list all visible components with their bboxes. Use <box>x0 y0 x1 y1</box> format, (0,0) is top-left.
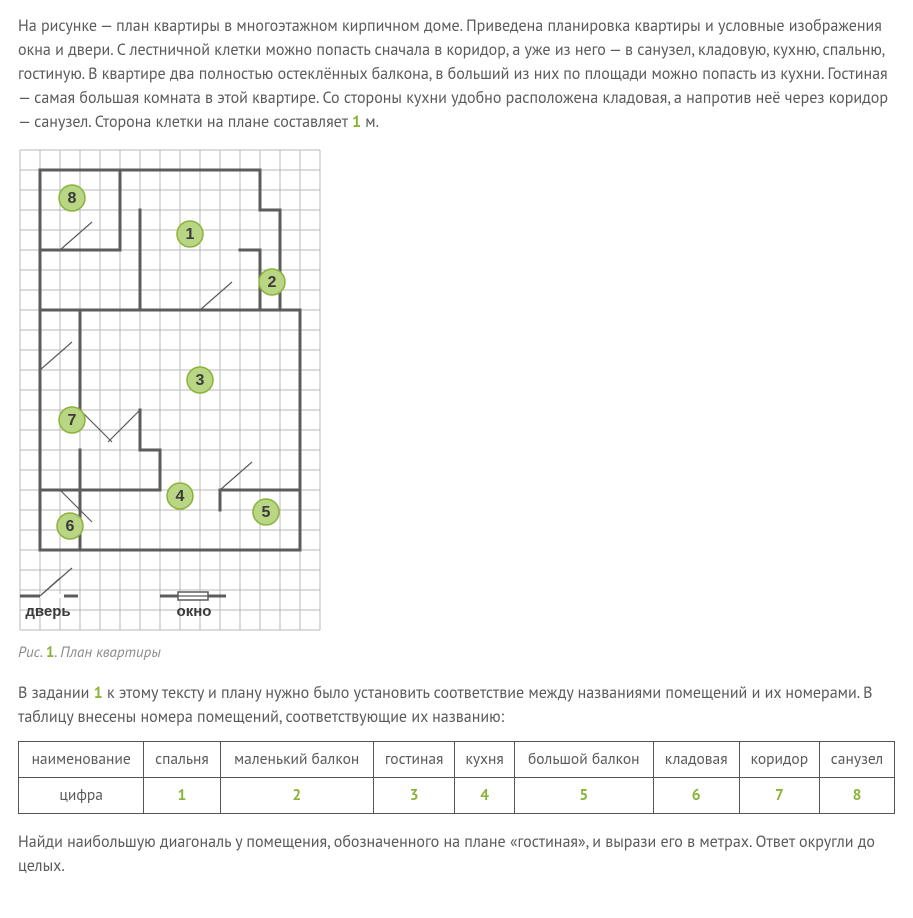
table-number-cell: 8 <box>820 777 895 813</box>
table-number-cell: 7 <box>739 777 819 813</box>
table-number-cell: 5 <box>514 777 653 813</box>
intro-num: 1 <box>352 112 361 132</box>
mid-num: 1 <box>94 683 103 703</box>
svg-text:дверь: дверь <box>25 603 70 620</box>
table-column-header: коридор <box>739 741 819 777</box>
table-header-row: наименованиеспальнямаленький балконгости… <box>19 741 895 777</box>
table-column-header: большой балкон <box>514 741 653 777</box>
svg-text:6: 6 <box>66 518 75 535</box>
table-column-header: кладовая <box>653 741 739 777</box>
floorplan-figure: 8 1 2 3 7 4 5 6 дверь окно <box>18 148 895 632</box>
problem-intro: На рисунке — план квартиры в многоэтажно… <box>18 14 895 134</box>
table-number-cell: 4 <box>455 777 515 813</box>
caption-post: . План квартиры <box>54 643 160 662</box>
table-number-cell: 3 <box>373 777 455 813</box>
table-number-cell: 2 <box>220 777 373 813</box>
mid-text: В задании 1 к этому тексту и плану нужно… <box>18 681 895 729</box>
table-column-header: кухня <box>455 741 515 777</box>
table-column-header: маленький балкон <box>220 741 373 777</box>
caption-pre: Рис. <box>18 643 46 662</box>
table-number-cell: 6 <box>653 777 739 813</box>
svg-text:3: 3 <box>196 372 205 389</box>
table-number-cell: 1 <box>144 777 220 813</box>
svg-text:окно: окно <box>177 603 212 620</box>
rooms-table: наименованиеспальнямаленький балконгости… <box>18 741 895 815</box>
intro-text-pre: На рисунке — план квартиры в многоэтажно… <box>18 16 888 132</box>
svg-text:8: 8 <box>68 190 77 207</box>
table-head-label: наименование <box>19 741 144 777</box>
svg-text:5: 5 <box>262 504 271 521</box>
intro-text-post: м. <box>361 112 379 132</box>
task-text: Найди наибольшую диагональ у помещения, … <box>18 830 895 878</box>
table-column-header: санузел <box>820 741 895 777</box>
floorplan-svg: 8 1 2 3 7 4 5 6 дверь окно <box>18 148 322 632</box>
svg-text:2: 2 <box>268 274 277 291</box>
table-column-header: спальня <box>144 741 220 777</box>
table-number-row: цифра12345678 <box>19 777 895 813</box>
table-row-label: цифра <box>19 777 144 813</box>
mid-post: к этому тексту и плану нужно было устано… <box>18 683 873 727</box>
table-column-header: гостиная <box>373 741 455 777</box>
svg-text:7: 7 <box>68 412 77 429</box>
svg-text:4: 4 <box>176 488 185 505</box>
mid-pre: В задании <box>18 683 94 703</box>
figure-caption: Рис. 1. План квартиры <box>18 642 895 665</box>
svg-text:1: 1 <box>186 226 195 243</box>
